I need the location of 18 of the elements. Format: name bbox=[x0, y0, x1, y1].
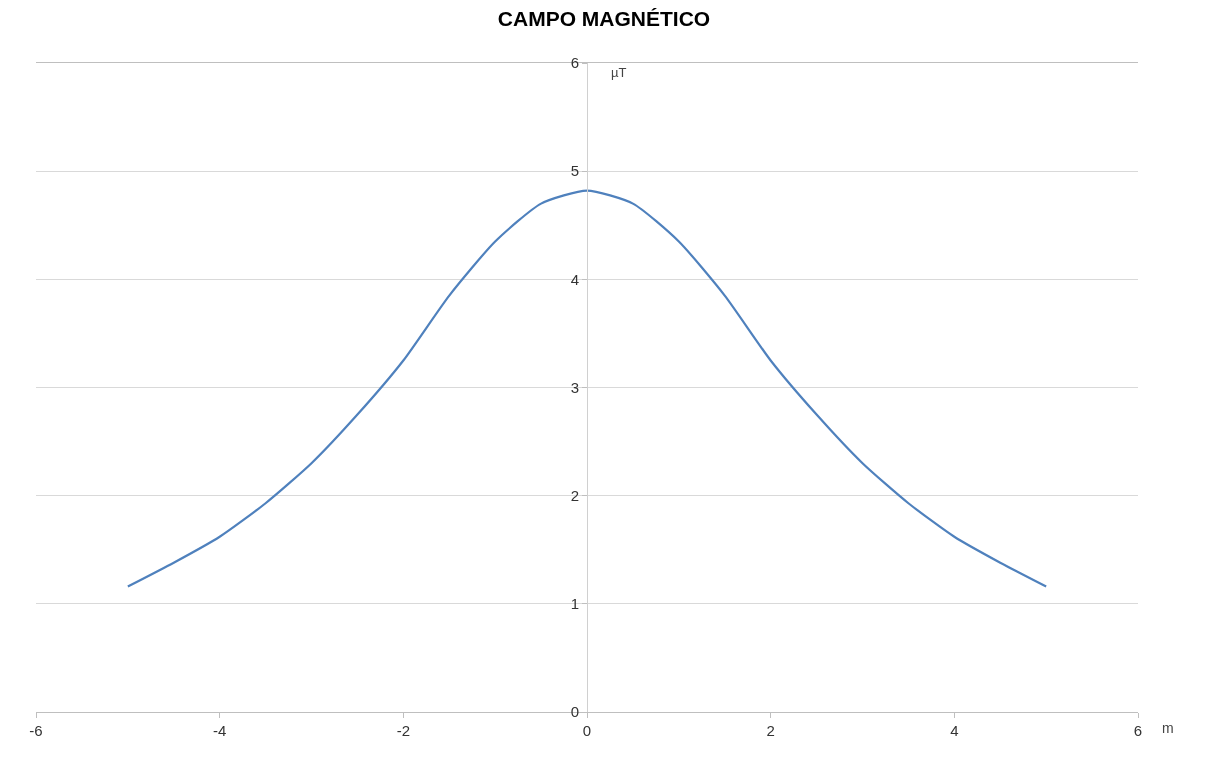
x-axis-title: m bbox=[1162, 720, 1174, 736]
x-tick-label: 4 bbox=[950, 722, 959, 739]
chart-title: CAMPO MAGNÉTICO bbox=[497, 7, 711, 31]
y-tick-label: 6 bbox=[570, 54, 579, 72]
x-tick-label: -4 bbox=[213, 722, 227, 739]
y-tick-label: 3 bbox=[570, 378, 579, 396]
y-tick-label: 5 bbox=[570, 162, 579, 180]
line-series bbox=[126, 189, 1048, 588]
x-tick-label: 2 bbox=[766, 722, 775, 739]
y-tick-label: 0 bbox=[570, 703, 579, 721]
x-tick-label: 6 bbox=[1133, 722, 1143, 739]
y-tick-label: 1 bbox=[570, 595, 579, 613]
y-tick-label: 4 bbox=[570, 270, 579, 288]
y-axis-title: µT bbox=[611, 65, 627, 80]
x-tick-label: -6 bbox=[29, 722, 43, 739]
x-tick-label: -2 bbox=[396, 722, 410, 739]
x-tick-label: 0 bbox=[582, 722, 592, 739]
y-tick-label: 2 bbox=[570, 486, 579, 504]
